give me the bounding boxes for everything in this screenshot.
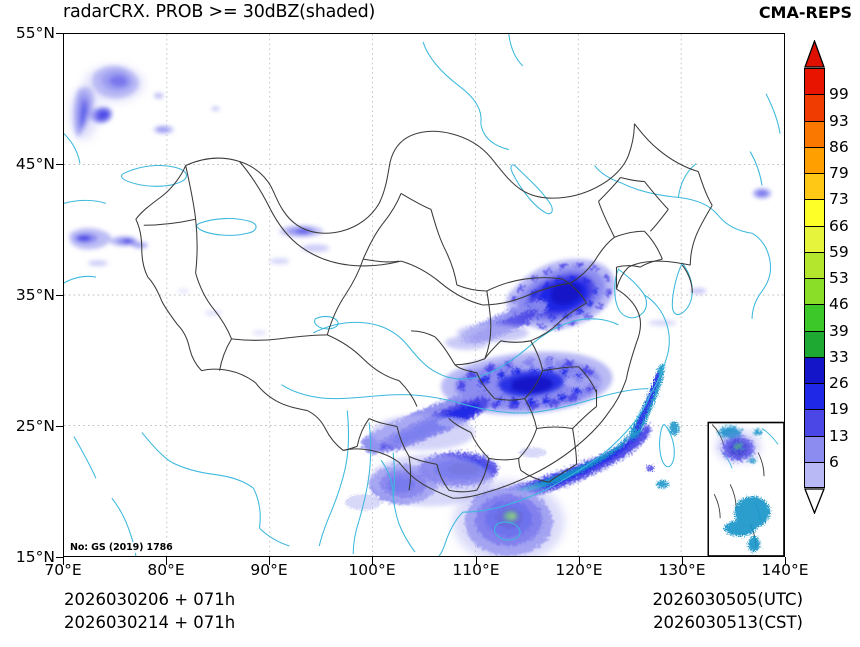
colorbar-segments xyxy=(804,68,825,488)
x-tick-label-4: 110°E xyxy=(452,561,500,579)
colorbar-segment-3 xyxy=(804,146,825,173)
colorbar-top-arrow xyxy=(804,40,825,68)
colorbar-label-66: 66 xyxy=(829,216,849,235)
y-tick-mark-3 xyxy=(56,426,64,427)
colorbar-label-53: 53 xyxy=(829,269,849,287)
x-tick-mark-5 xyxy=(579,557,580,565)
colorbar-segment-4 xyxy=(804,173,825,200)
x-tick-label-6: 130°E xyxy=(658,561,706,579)
map-canvas xyxy=(64,34,784,556)
colorbar-label-73: 73 xyxy=(829,190,849,209)
colorbar-segment-14 xyxy=(804,435,825,462)
x-tick-mark-7 xyxy=(785,557,786,565)
x-tick-mark-6 xyxy=(682,557,683,565)
colorbar-label-93: 93 xyxy=(829,111,849,130)
colorbar-label-79: 79 xyxy=(829,164,849,182)
x-tick-label-1: 80°E xyxy=(147,561,185,579)
colorbar-label-86: 86 xyxy=(829,137,849,156)
colorbar-segment-15 xyxy=(804,461,825,488)
footer-init-times: 2026030206 + 071h 2026030214 + 071h xyxy=(64,588,235,634)
south-china-sea-inset xyxy=(707,421,784,556)
administrative-borders xyxy=(135,123,713,499)
x-tick-label-3: 100°E xyxy=(348,561,396,579)
colorbar-segment-7 xyxy=(804,251,825,278)
x-tick-mark-4 xyxy=(476,557,477,565)
colorbar-segment-10 xyxy=(804,330,825,357)
colorbar-segment-0 xyxy=(804,68,825,95)
colorbar-segment-8 xyxy=(804,278,825,305)
page-title: radarCRX. PROB >= 30dBZ(shaded) xyxy=(63,2,376,22)
y-tick-mark-4 xyxy=(56,557,64,558)
y-tick-label-1: 45°N xyxy=(15,155,55,173)
colorbar-segment-6 xyxy=(804,225,825,252)
colorbar-segment-12 xyxy=(804,383,825,410)
colorbar-segment-5 xyxy=(804,199,825,226)
y-tick-label-4: 15°N xyxy=(15,548,55,566)
x-tick-mark-0 xyxy=(63,557,64,565)
colorbar-label-59: 59 xyxy=(829,242,849,261)
colorbar-segment-1 xyxy=(804,94,825,121)
footer-valid-times: 2026030505(UTC) 2026030513(CST) xyxy=(652,588,803,634)
colorbar-segment-13 xyxy=(804,409,825,436)
colorbar-label-46: 46 xyxy=(829,295,849,314)
colorbar-segment-11 xyxy=(804,356,825,383)
y-tick-mark-2 xyxy=(56,295,64,296)
x-tick-label-5: 120°E xyxy=(555,561,603,579)
probability-colorbar[interactable]: 99 93 86 79 73 66 59 53 46 39 33 26 19 13 6 xyxy=(802,40,860,520)
footer-left-line-1: 2026030206 + 071h xyxy=(64,590,236,609)
x-tick-label-7: 140°E xyxy=(761,561,809,579)
colorbar-label-6: 6 xyxy=(829,452,839,471)
y-tick-label-3: 25°N xyxy=(15,417,55,435)
x-tick-label-2: 90°E xyxy=(250,561,288,579)
footer-right-line-1: 2026030505(UTC) xyxy=(652,590,803,609)
colorbar-label-13: 13 xyxy=(829,426,849,445)
x-tick-label-0: 70°E xyxy=(44,561,82,579)
coastlines-rivers xyxy=(64,34,781,556)
colorbar-bottom-arrow xyxy=(804,488,825,514)
colorbar-label-39: 39 xyxy=(829,321,849,340)
colorbar-label-26: 26 xyxy=(829,374,849,392)
footer-left-line-2: 2026030214 + 071h xyxy=(64,613,236,632)
x-tick-mark-2 xyxy=(269,557,270,565)
x-tick-mark-3 xyxy=(372,557,373,565)
y-tick-mark-0 xyxy=(56,33,64,34)
model-label: CMA-REPS xyxy=(758,3,852,22)
colorbar-segment-9 xyxy=(804,304,825,331)
colorbar-label-99: 99 xyxy=(829,85,849,104)
footer-right-line-2: 2026030513(CST) xyxy=(653,613,803,632)
colorbar-label-19: 19 xyxy=(829,400,849,419)
x-tick-mark-1 xyxy=(166,557,167,565)
colorbar-segment-2 xyxy=(804,120,825,147)
y-tick-mark-1 xyxy=(56,164,64,165)
map-plot-area[interactable]: No: GS (2019) 1786 xyxy=(63,33,785,557)
y-tick-label-0: 55°N xyxy=(15,24,55,42)
map-attribution: No: GS (2019) 1786 xyxy=(69,542,174,553)
map-gridlines xyxy=(64,34,784,556)
y-tick-label-2: 35°N xyxy=(15,286,55,304)
colorbar-label-33: 33 xyxy=(829,347,849,366)
